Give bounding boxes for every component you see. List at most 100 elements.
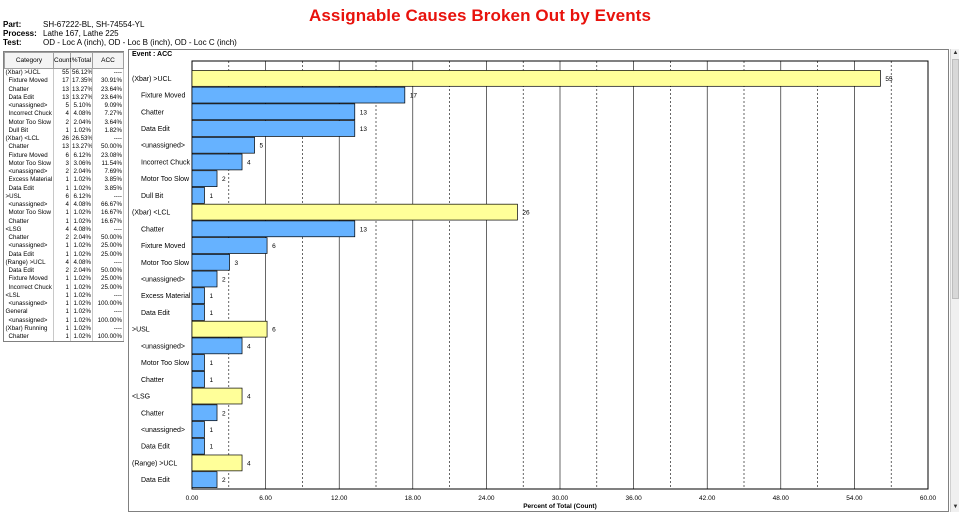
table-row[interactable]: (Xbar) >UCL 55 56.12% ---- bbox=[4, 68, 124, 77]
table-row[interactable]: Data Edit 13 13.27% 23.64% bbox=[4, 93, 124, 102]
table-row[interactable]: (Xbar) <LCL 26 26.53% ---- bbox=[4, 134, 124, 143]
table-row[interactable]: Chatter 1 1.02% 16.67% bbox=[4, 217, 124, 226]
bar-count-label: 1 bbox=[210, 310, 214, 317]
bar-cause[interactable] bbox=[191, 437, 205, 455]
table-row[interactable]: <LSL 1 1.02% ---- bbox=[4, 291, 124, 300]
bar-cause[interactable] bbox=[191, 86, 406, 104]
row-pct-total: 1.02% bbox=[70, 299, 93, 308]
bar-category-label: Data Edit bbox=[141, 126, 170, 133]
bar-cause[interactable] bbox=[191, 337, 243, 355]
row-acc: ---- bbox=[92, 258, 124, 267]
bar-cause[interactable] bbox=[191, 270, 218, 288]
bar-cause[interactable] bbox=[191, 253, 230, 271]
table-row[interactable]: <unassigned> 5 5.10% 9.09% bbox=[4, 101, 124, 110]
scroll-up-icon[interactable]: ▲ bbox=[952, 50, 959, 56]
row-count: 2 bbox=[53, 118, 71, 127]
table-row[interactable]: <unassigned> 1 1.02% 100.00% bbox=[4, 299, 124, 308]
table-row[interactable]: Chatter 1 1.02% 100.00% bbox=[4, 332, 124, 341]
row-pct-total: 2.04% bbox=[70, 266, 93, 275]
table-row[interactable]: (Range) >UCL 4 4.08% ---- bbox=[4, 258, 124, 267]
table-row[interactable]: Motor Too Slow 3 3.06% 11.54% bbox=[4, 159, 124, 168]
bar-cause[interactable] bbox=[191, 237, 268, 254]
x-tick-label: 54.00 bbox=[846, 495, 863, 502]
table-row[interactable]: Dull Bit 1 1.02% 1.82% bbox=[4, 126, 124, 135]
bar-count-label: 13 bbox=[360, 226, 368, 233]
bar-event[interactable] bbox=[191, 203, 518, 221]
scroll-down-icon[interactable]: ▼ bbox=[952, 504, 959, 510]
bar-event[interactable] bbox=[191, 320, 268, 338]
scroll-thumb[interactable] bbox=[952, 59, 959, 299]
table-row[interactable]: Motor Too Slow 2 2.04% 3.64% bbox=[4, 118, 124, 127]
bar-category-label: Incorrect Chuck bbox=[141, 159, 191, 166]
bar-cause[interactable] bbox=[191, 120, 356, 137]
bar-cause[interactable] bbox=[191, 153, 243, 171]
row-count: 13 bbox=[53, 142, 71, 151]
row-category: Fixture Moved bbox=[4, 76, 54, 85]
row-pct-total: 3.06% bbox=[70, 159, 93, 168]
bar-cause[interactable] bbox=[191, 354, 205, 371]
x-tick-label: 6.00 bbox=[259, 495, 272, 502]
bar-cause[interactable] bbox=[191, 220, 356, 238]
table-row[interactable]: <LSG 4 4.08% ---- bbox=[4, 225, 124, 234]
row-category: Motor Too Slow bbox=[4, 118, 54, 127]
row-pct-total: 56.12% bbox=[70, 68, 93, 77]
table-row[interactable]: Data Edit 1 1.02% 25.00% bbox=[4, 250, 124, 259]
column-header-acc[interactable]: ACC bbox=[92, 52, 124, 69]
bar-count-label: 6 bbox=[272, 327, 276, 334]
table-row[interactable]: <unassigned> 4 4.08% 66.67% bbox=[4, 200, 124, 209]
x-tick-label: 0.00 bbox=[186, 495, 199, 502]
bar-cause[interactable] bbox=[191, 304, 205, 321]
table-row[interactable]: Chatter 2 2.04% 50.00% bbox=[4, 233, 124, 242]
bar-category-label: Motor Too Slow bbox=[141, 360, 190, 367]
table-row[interactable]: Data Edit 2 2.04% 50.00% bbox=[4, 266, 124, 275]
table-row[interactable]: Chatter 13 13.27% 23.64% bbox=[4, 85, 124, 94]
table-row[interactable]: General 1 1.02% ---- bbox=[4, 307, 124, 316]
table-row[interactable]: <unassigned> 1 1.02% 100.00% bbox=[4, 316, 124, 325]
row-pct-total: 2.04% bbox=[70, 233, 93, 242]
table-row[interactable]: Incorrect Chuck 4 4.08% 7.27% bbox=[4, 109, 124, 118]
bar-cause[interactable] bbox=[191, 136, 255, 154]
bar-category-label: <unassigned> bbox=[141, 343, 185, 350]
bar-cause[interactable] bbox=[191, 287, 205, 305]
row-category: Fixture Moved bbox=[4, 274, 54, 283]
bar-event[interactable] bbox=[191, 70, 881, 87]
row-category: Chatter bbox=[4, 217, 54, 226]
column-header-pct-total[interactable]: %Total bbox=[70, 52, 93, 69]
row-pct-total: 1.02% bbox=[70, 316, 93, 325]
table-row[interactable]: Chatter 13 13.27% 50.00% bbox=[4, 142, 124, 151]
bar-cause[interactable] bbox=[191, 371, 205, 388]
table-row[interactable]: <unassigned> 2 2.04% 7.69% bbox=[4, 167, 124, 176]
bar-cause[interactable] bbox=[191, 170, 218, 187]
row-pct-total: 2.04% bbox=[70, 167, 93, 176]
bar-count-label: 1 bbox=[210, 377, 214, 384]
table-row[interactable]: Fixture Moved 6 6.12% 23.08% bbox=[4, 151, 124, 160]
row-pct-total: 1.02% bbox=[70, 250, 93, 259]
table-row[interactable]: <unassigned> 1 1.02% 25.00% bbox=[4, 241, 124, 250]
column-header-count[interactable]: Count bbox=[53, 52, 71, 69]
bar-cause[interactable] bbox=[191, 471, 218, 488]
table-row[interactable]: Excess Material 1 1.02% 3.85% bbox=[4, 175, 124, 184]
table-row[interactable]: Motor Too Slow 1 1.02% 16.67% bbox=[4, 208, 124, 217]
column-header-category[interactable]: Category bbox=[4, 52, 54, 69]
vertical-scrollbar[interactable]: ▲ ▼ bbox=[950, 49, 959, 512]
row-acc: ---- bbox=[92, 134, 124, 143]
bar-count-label: 3 bbox=[235, 260, 239, 267]
bar-event[interactable] bbox=[191, 387, 243, 405]
bar-cause[interactable] bbox=[191, 421, 205, 438]
bar-event[interactable] bbox=[191, 454, 243, 472]
row-category: Fixture Moved bbox=[4, 151, 54, 160]
table-row[interactable]: Fixture Moved 1 1.02% 25.00% bbox=[4, 274, 124, 283]
row-pct-total: 1.02% bbox=[70, 332, 93, 341]
row-category: General bbox=[4, 307, 54, 316]
table-row[interactable]: >USL 6 6.12% ---- bbox=[4, 192, 124, 201]
table-row[interactable]: Incorrect Chuck 1 1.02% 25.00% bbox=[4, 283, 124, 292]
table-row[interactable]: (Xbar) Running 1 1.02% ---- bbox=[4, 324, 124, 333]
row-count: 1 bbox=[53, 299, 71, 308]
bar-cause[interactable] bbox=[191, 404, 218, 422]
table-row[interactable]: Data Edit 1 1.02% 3.85% bbox=[4, 184, 124, 193]
table-row[interactable]: Fixture Moved 17 17.35% 30.91% bbox=[4, 76, 124, 85]
row-acc: 23.64% bbox=[92, 85, 124, 94]
bar-cause[interactable] bbox=[191, 103, 356, 121]
row-acc: 25.00% bbox=[92, 241, 124, 250]
bar-cause[interactable] bbox=[191, 187, 205, 204]
